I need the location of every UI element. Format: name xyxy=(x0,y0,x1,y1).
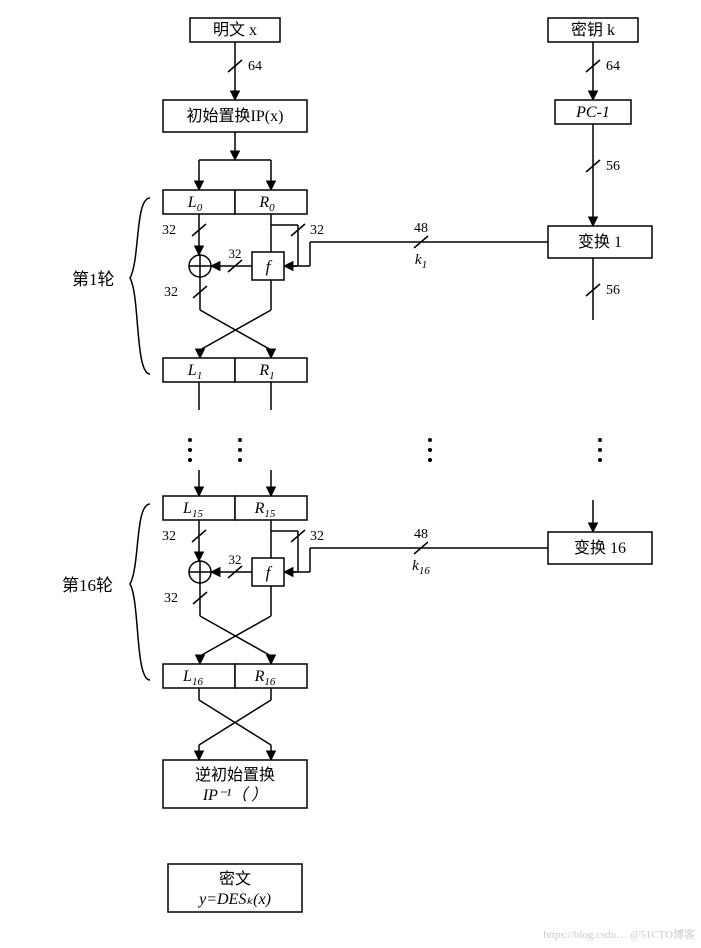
vdots xyxy=(188,438,602,462)
bitmark-32-f16: 32 xyxy=(228,552,242,578)
svg-text:32: 32 xyxy=(310,529,324,544)
bitmark-64b: 64 xyxy=(586,59,620,74)
svg-text:y=DESₖ(x): y=DESₖ(x) xyxy=(197,891,271,908)
node-f1: f xyxy=(252,252,284,280)
brace-round16 xyxy=(130,504,150,680)
node-cipher: 密文 y=DESₖ(x) xyxy=(168,864,302,912)
svg-text:IP⁻¹（ ）: IP⁻¹（ ） xyxy=(202,786,267,804)
svg-text:32: 32 xyxy=(162,223,176,238)
svg-text:逆初始置换: 逆初始置换 xyxy=(195,766,275,784)
node-xor1 xyxy=(189,255,211,277)
node-R1: R1 xyxy=(235,358,307,382)
node-L16: L16 xyxy=(163,664,235,688)
svg-text:32: 32 xyxy=(229,246,242,261)
node-key: 密钥 k xyxy=(548,18,638,42)
node-trans1: 变换 1 xyxy=(548,226,652,258)
svg-text:密文: 密文 xyxy=(219,870,251,888)
label-k1: k1 xyxy=(415,252,427,271)
des-flowchart: 明文 x 64 初始置换IP(x) L0 R0 32 32 f 32 xyxy=(0,0,701,943)
bitmark-56b: 56 xyxy=(586,283,620,298)
node-trans16: 变换 16 xyxy=(548,532,652,564)
svg-text:48: 48 xyxy=(414,221,428,236)
svg-text:初始置换IP(x): 初始置换IP(x) xyxy=(187,107,284,125)
svg-text:明文 x: 明文 x xyxy=(213,21,257,39)
svg-text:变换 16: 变换 16 xyxy=(574,539,626,557)
node-xor16 xyxy=(189,561,211,583)
label-round16: 第16轮 xyxy=(62,576,113,595)
watermark-text: https://blog.csdn… @51CTO博客 xyxy=(543,927,695,941)
svg-text:32: 32 xyxy=(164,591,178,606)
node-plaintext: 明文 x xyxy=(190,18,280,42)
svg-text:48: 48 xyxy=(414,527,428,542)
node-R0: R0 xyxy=(235,190,307,214)
svg-text:64: 64 xyxy=(248,59,262,74)
label-k16: k16 xyxy=(412,558,430,577)
node-L0: L0 xyxy=(163,190,235,214)
brace-round1 xyxy=(130,198,150,374)
node-L1: L1 xyxy=(163,358,235,382)
bitmark-56a: 56 xyxy=(586,159,620,174)
svg-text:32: 32 xyxy=(162,529,176,544)
bitmark-48-k1: 48 xyxy=(414,221,428,248)
node-R15: R15 xyxy=(235,496,307,520)
svg-text:32: 32 xyxy=(229,552,242,567)
node-ipinv: 逆初始置换 IP⁻¹（ ） xyxy=(163,760,307,808)
svg-text:密钥 k: 密钥 k xyxy=(571,21,615,39)
svg-text:32: 32 xyxy=(310,223,324,238)
bitmark-48-k16: 48 xyxy=(414,527,428,554)
svg-text:32: 32 xyxy=(164,285,178,300)
svg-text:变换 1: 变换 1 xyxy=(578,233,622,251)
node-ip: 初始置换IP(x) xyxy=(163,100,307,132)
node-R16: R16 xyxy=(235,664,307,688)
svg-text:64: 64 xyxy=(606,59,620,74)
bitmark-32-f1: 32 xyxy=(228,246,242,272)
node-f16: f xyxy=(252,558,284,586)
bitmark-64a: 64 xyxy=(228,59,262,74)
svg-text:PC-1: PC-1 xyxy=(575,104,610,121)
label-round1: 第1轮 xyxy=(72,270,115,289)
node-L15: L15 xyxy=(163,496,235,520)
node-pc1: PC-1 xyxy=(555,100,631,124)
svg-text:56: 56 xyxy=(606,283,620,298)
svg-text:56: 56 xyxy=(606,159,620,174)
